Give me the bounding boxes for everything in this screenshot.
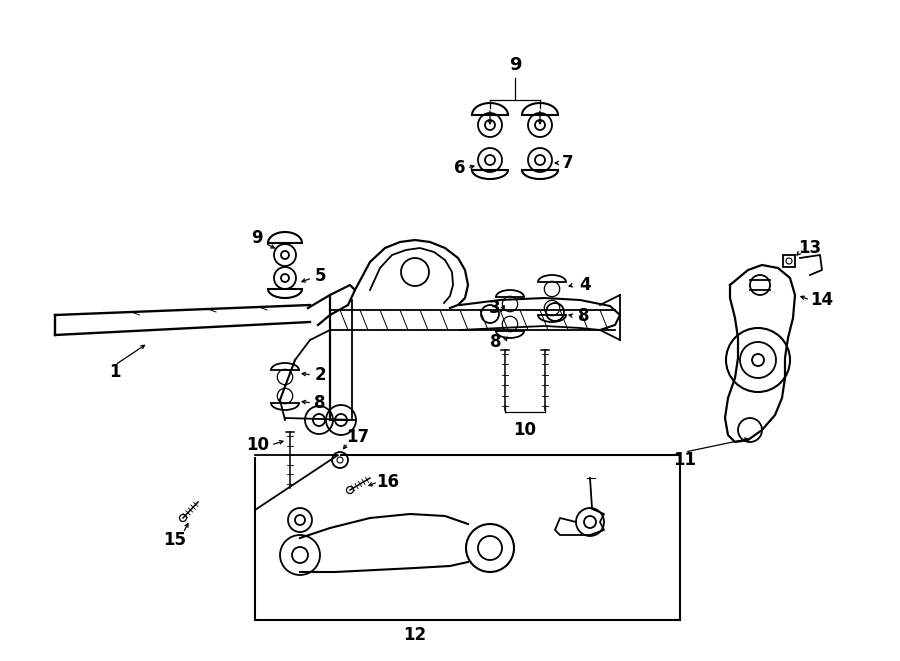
Text: 7: 7 <box>562 154 574 172</box>
Bar <box>783 255 795 267</box>
Bar <box>255 455 680 620</box>
Text: 9: 9 <box>251 229 263 247</box>
Polygon shape <box>55 305 310 335</box>
Text: 13: 13 <box>798 239 822 257</box>
Text: 6: 6 <box>454 159 466 177</box>
Text: 14: 14 <box>810 291 833 309</box>
Text: 8: 8 <box>314 394 326 412</box>
Polygon shape <box>725 265 795 442</box>
Text: 10: 10 <box>247 436 269 454</box>
Text: 16: 16 <box>376 473 400 491</box>
Text: 9: 9 <box>508 56 521 74</box>
Text: 12: 12 <box>403 626 427 644</box>
Text: 8: 8 <box>491 333 502 351</box>
Text: 3: 3 <box>490 299 500 317</box>
Text: 8: 8 <box>578 307 590 325</box>
Text: 2: 2 <box>314 366 326 384</box>
Text: 15: 15 <box>164 531 186 549</box>
Text: 5: 5 <box>314 267 326 285</box>
Text: 11: 11 <box>673 451 697 469</box>
Text: 10: 10 <box>514 421 536 439</box>
Text: 17: 17 <box>346 428 370 446</box>
Text: 1: 1 <box>109 363 121 381</box>
Text: 4: 4 <box>580 276 590 294</box>
